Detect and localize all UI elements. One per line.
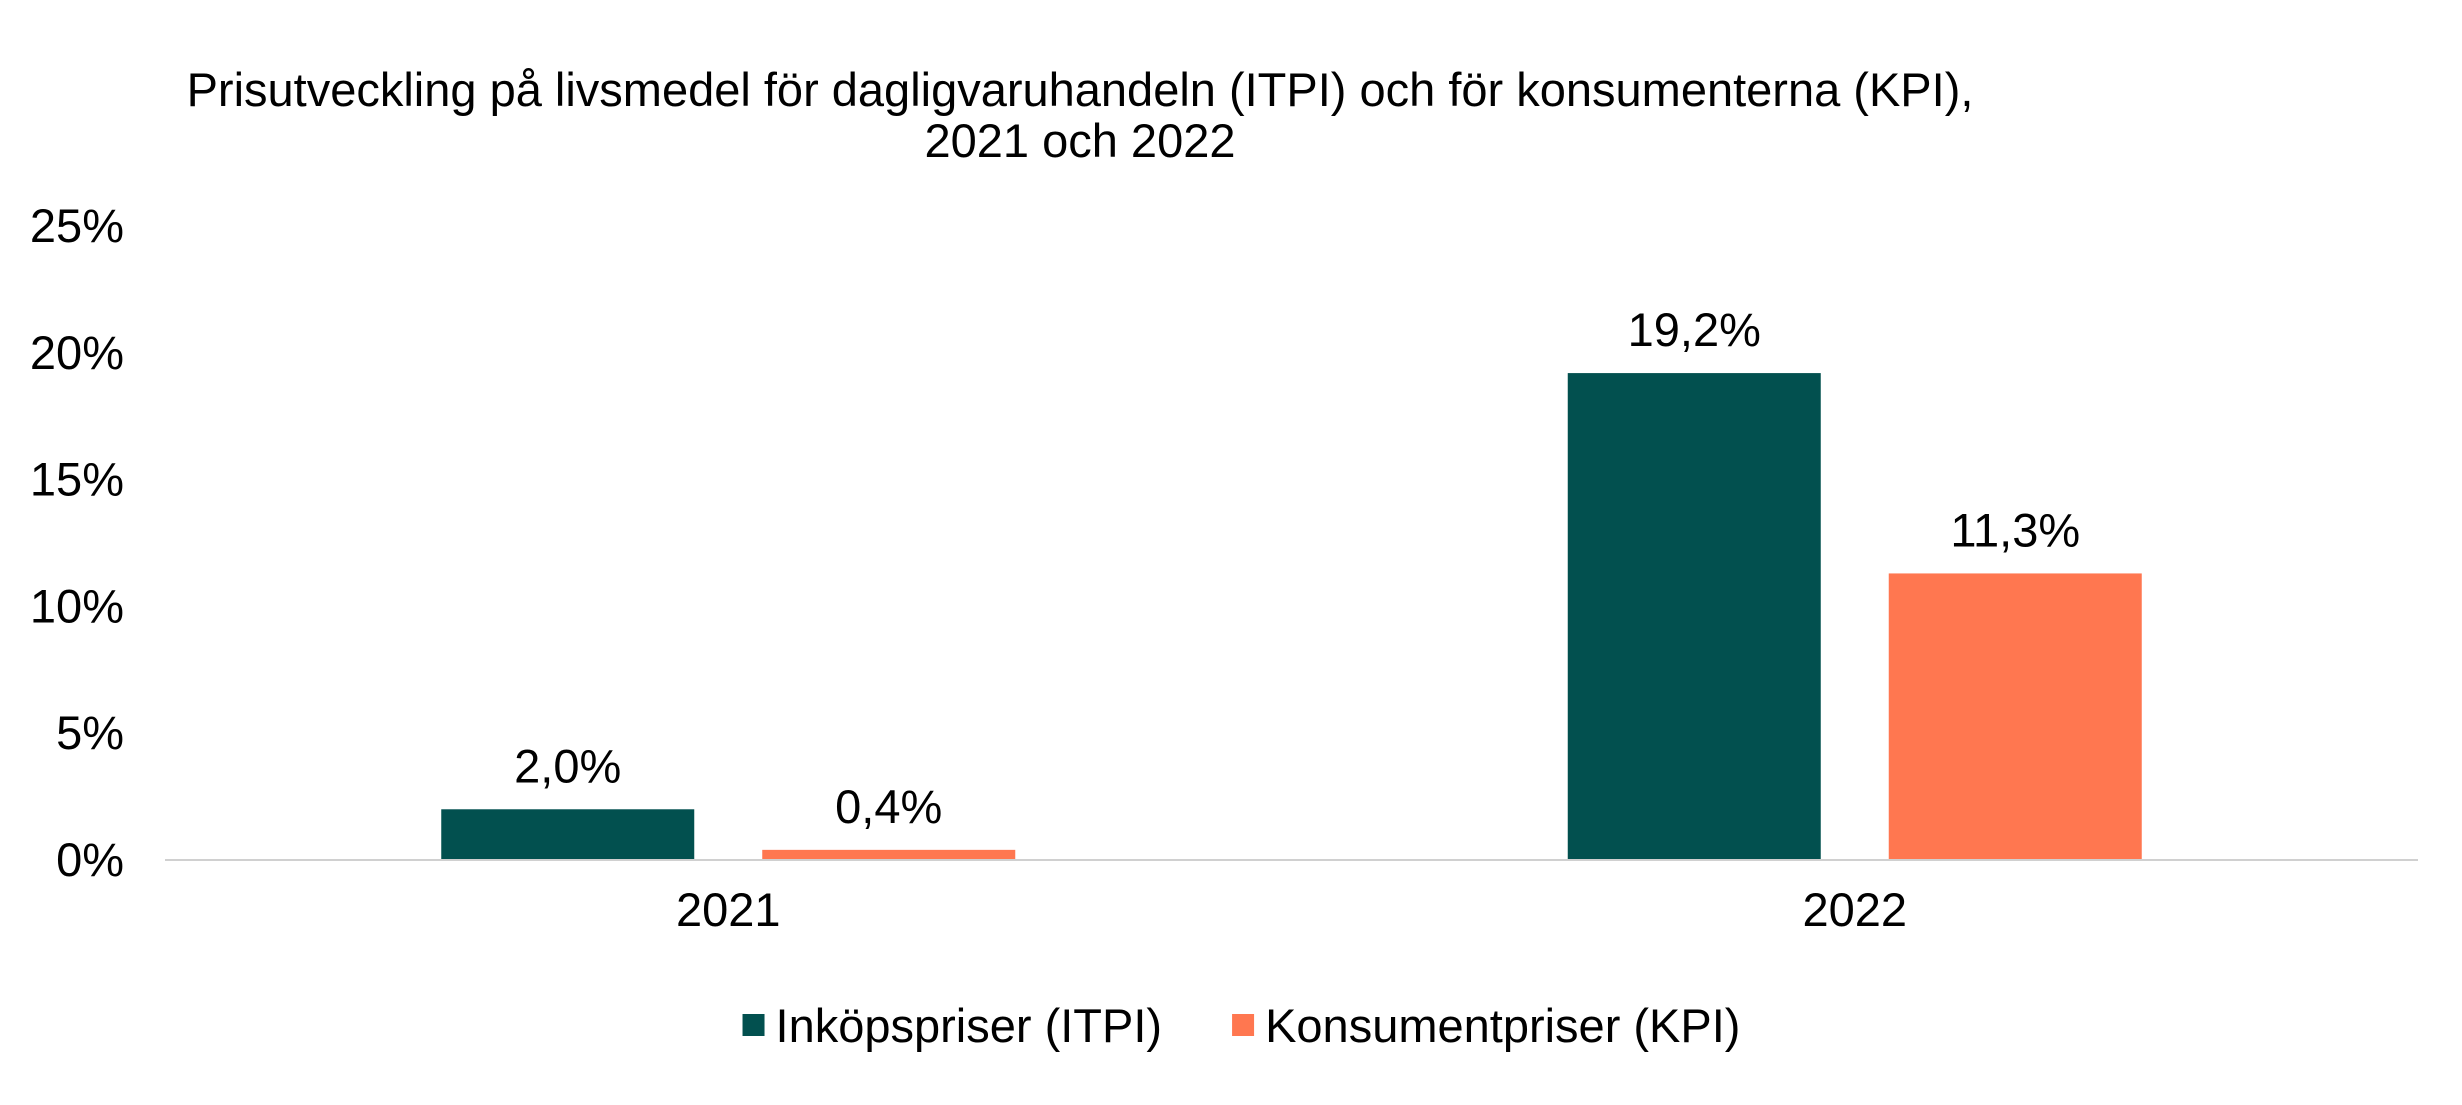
legend-swatch bbox=[1232, 1014, 1255, 1036]
data-label: 11,3% bbox=[1950, 503, 2080, 556]
bar-2021-series-1 bbox=[441, 809, 695, 860]
plot-area: 2,0% 0,4% 19,2% 11,3% bbox=[441, 303, 2142, 860]
bar-2022-series-2 bbox=[1888, 573, 2142, 860]
legend-label: Inköpspriser (ITPI) bbox=[776, 999, 1163, 1052]
bar-2022-series-1 bbox=[1567, 373, 1821, 860]
legend-item: Inköpspriser (ITPI) bbox=[742, 999, 1163, 1052]
x-axis: 2021 2022 bbox=[165, 859, 2418, 936]
legend-label: Konsumentpriser (KPI) bbox=[1265, 999, 1740, 1052]
x-tick-label: 2021 bbox=[676, 883, 781, 936]
y-tick-label: 15% bbox=[30, 453, 124, 506]
y-tick-label: 20% bbox=[30, 326, 124, 379]
chart-subtitle: 2021 och 2022 bbox=[924, 114, 1235, 167]
y-tick-label: 5% bbox=[56, 706, 124, 759]
legend-swatch bbox=[742, 1014, 765, 1036]
data-label: 0,4% bbox=[835, 780, 942, 833]
legend-item: Konsumentpriser (KPI) bbox=[1232, 999, 1740, 1052]
x-tick-label: 2022 bbox=[1802, 883, 1907, 936]
y-tick-label: 10% bbox=[30, 579, 124, 632]
chart-title: Prisutveckling på livsmedel för dagligva… bbox=[187, 63, 1974, 116]
data-label: 19,2% bbox=[1628, 303, 1761, 356]
bar-2021-series-2 bbox=[762, 849, 1016, 860]
data-label: 2,0% bbox=[514, 739, 621, 792]
y-axis: 0% 5% 10% 15% 20% 25% bbox=[30, 199, 124, 886]
legend: Inköpspriser (ITPI) Konsumentpriser (KPI) bbox=[742, 999, 1740, 1052]
y-tick-label: 25% bbox=[30, 199, 124, 252]
y-tick-label: 0% bbox=[56, 833, 124, 886]
chart-title-group: Prisutveckling på livsmedel för dagligva… bbox=[187, 63, 1974, 167]
